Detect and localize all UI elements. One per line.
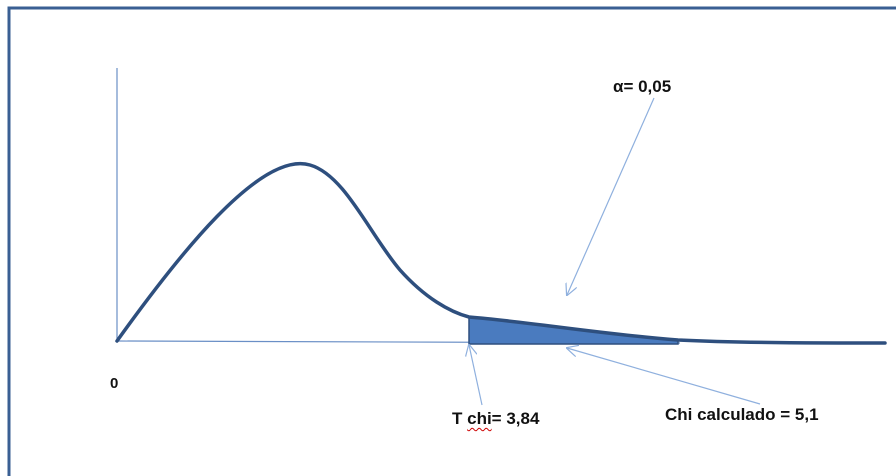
t-chi-word: chi — [467, 409, 492, 428]
chi-calculado-label: Chi calculado = 5,1 — [665, 405, 819, 424]
alpha-label: α= 0,05 — [613, 77, 672, 96]
figure-frame — [7, 6, 896, 476]
chi-square-curve — [115, 161, 887, 345]
chi-calculado-arrow — [567, 348, 761, 405]
t-chi-value: = 3,84 — [491, 409, 540, 428]
origin-label: 0 — [110, 375, 119, 392]
alpha-arrow — [567, 97, 655, 295]
t-chi-arrow — [469, 345, 483, 406]
t-chi-label: T chi= 3,84 — [452, 409, 539, 429]
t-chi-prefix: T — [452, 409, 468, 428]
